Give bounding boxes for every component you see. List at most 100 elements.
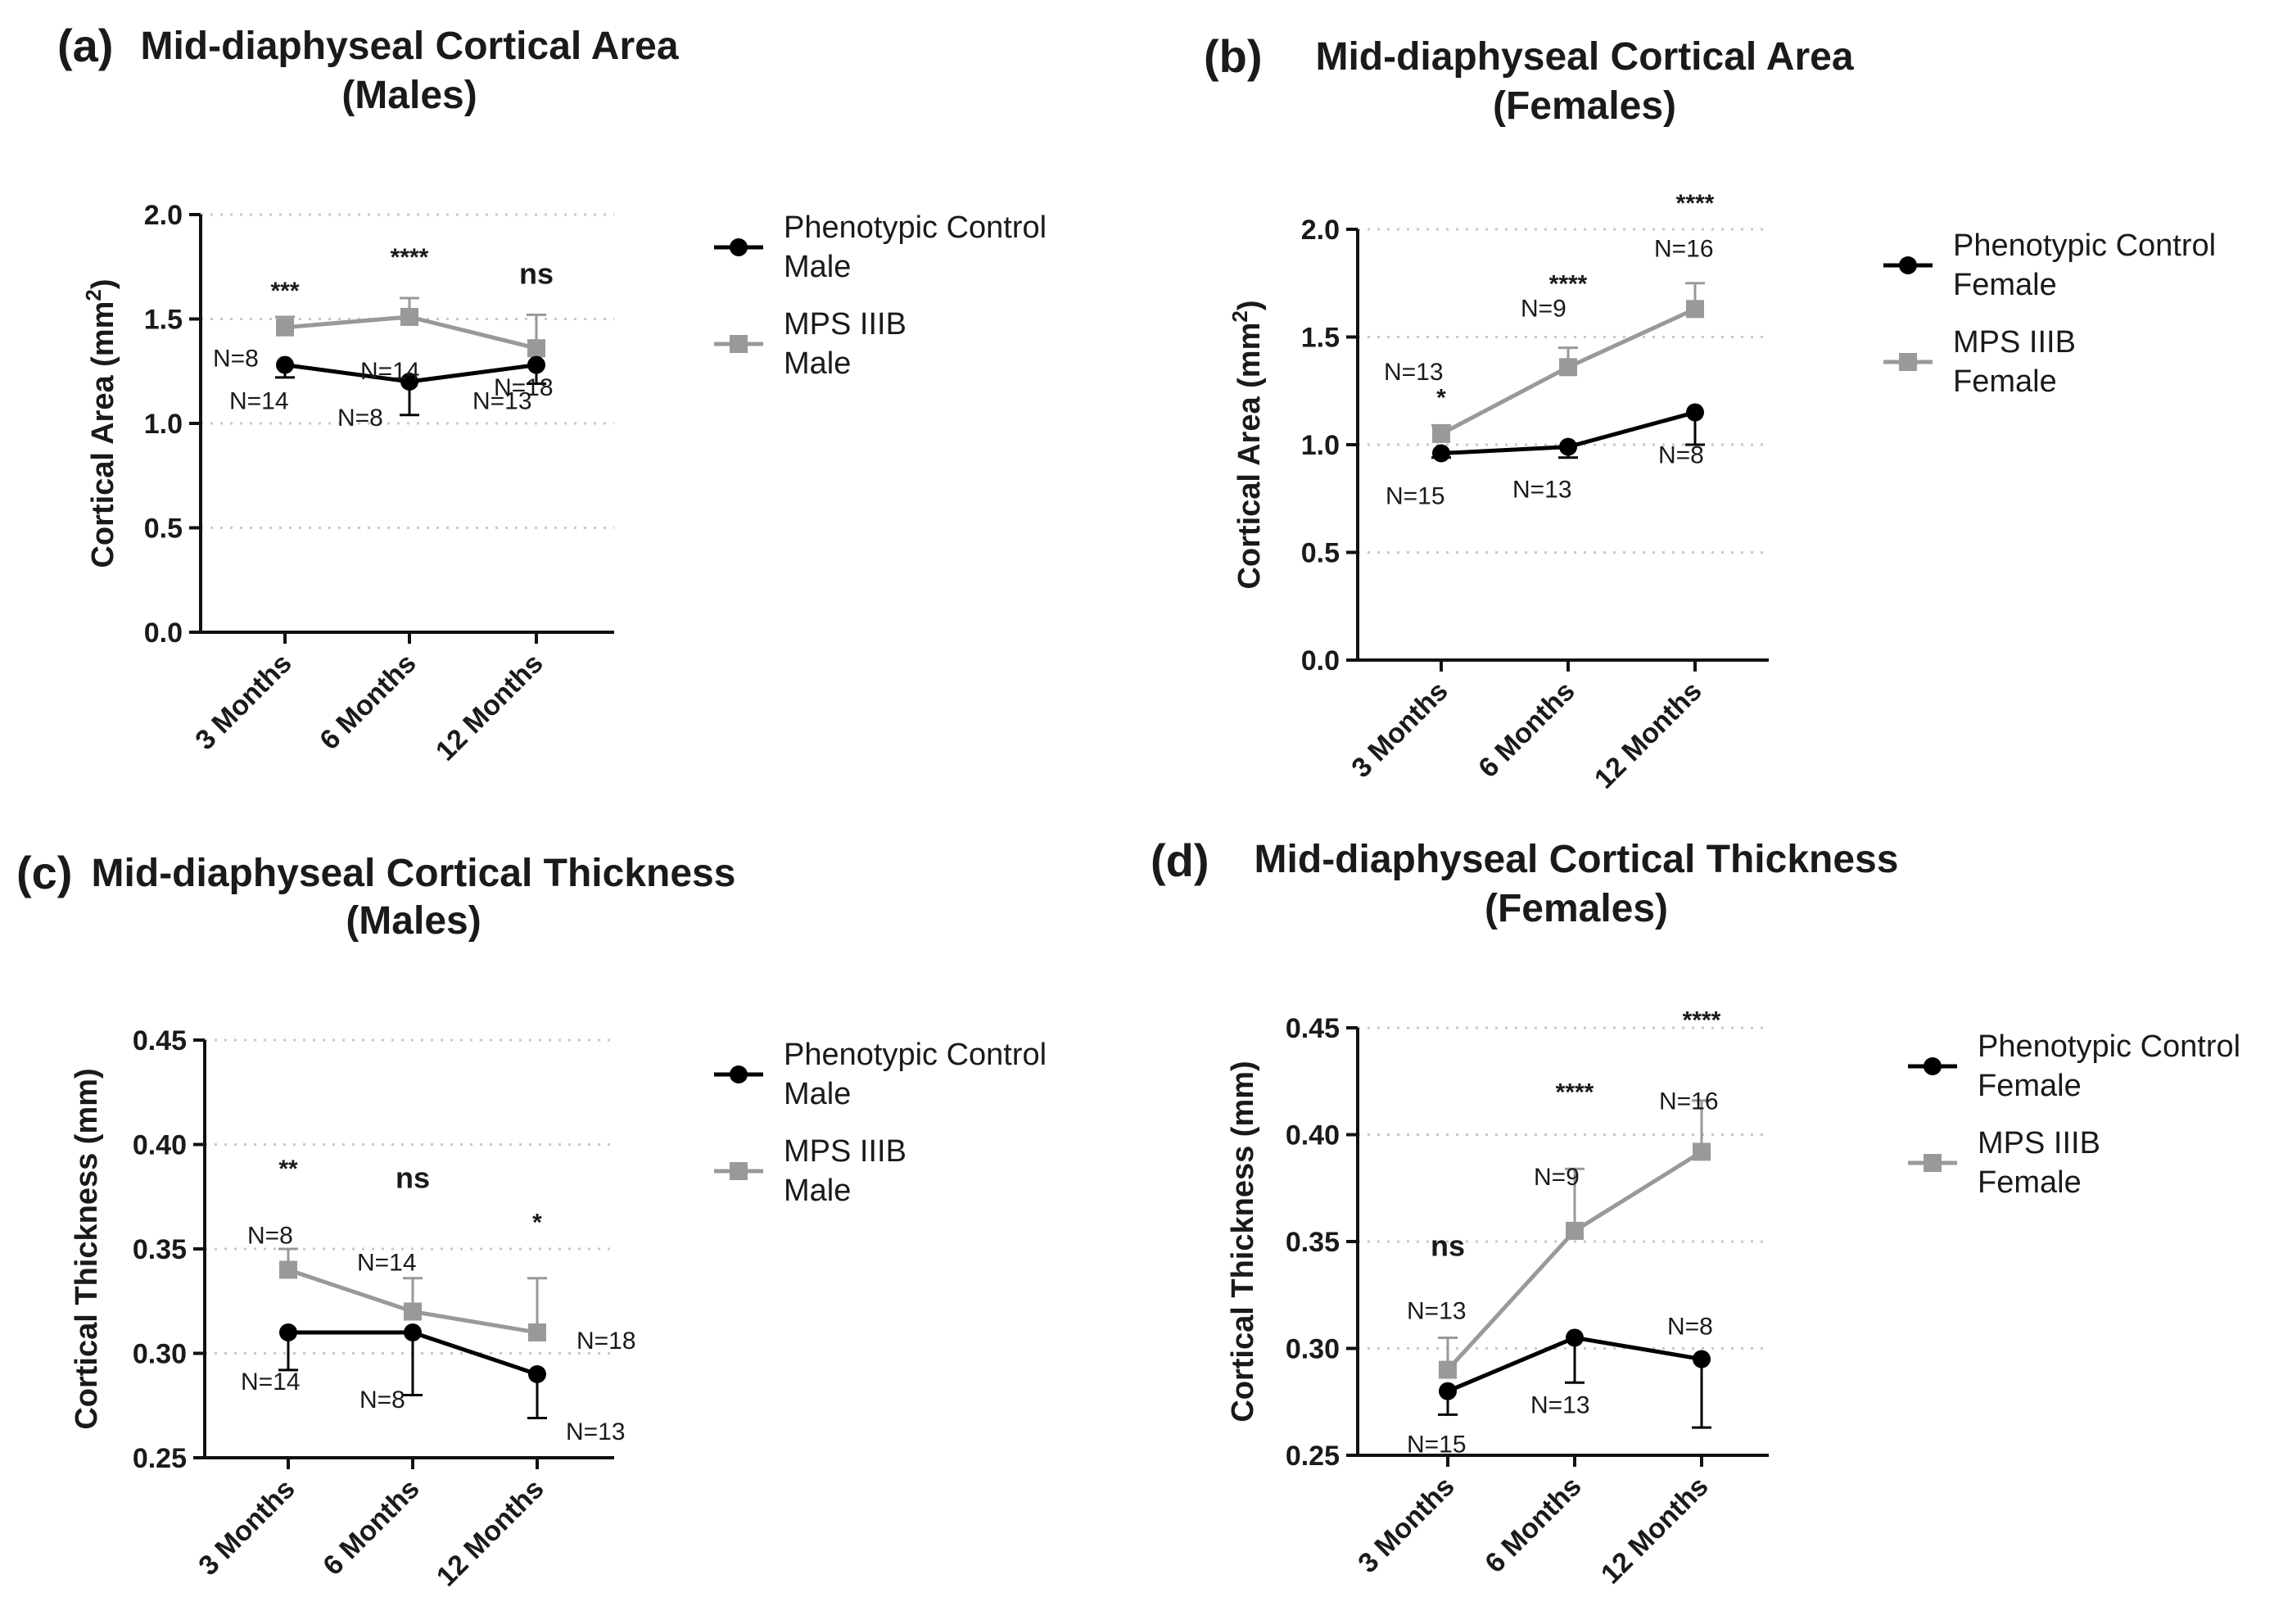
data-point [1432, 424, 1450, 443]
n-annotation: N=9 [1534, 1164, 1580, 1191]
n-annotation: N=13 [1512, 477, 1572, 504]
data-point [404, 1323, 422, 1341]
y-axis-label: Cortical Thickness (mm) [70, 1068, 104, 1429]
x-category-label: 3 Months [1352, 1471, 1460, 1579]
data-point [1566, 1221, 1584, 1240]
legend-label: Phenotypic Control [784, 1038, 1047, 1072]
y-tick-label: 0.40 [133, 1130, 187, 1161]
significance-marker: **** [391, 244, 429, 271]
y-tick-label: 0.0 [1301, 645, 1340, 676]
data-point [400, 307, 418, 326]
data-point [528, 1323, 546, 1341]
significance-marker: ns [519, 256, 554, 290]
data-point [404, 1302, 422, 1321]
y-tick-label: 0.35 [133, 1234, 187, 1265]
n-annotation: N=13 [566, 1418, 626, 1445]
data-point [527, 355, 545, 374]
panel-label: (a) [57, 20, 113, 71]
legend-label: Female [1978, 1069, 2082, 1103]
n-annotation: N=16 [1659, 1088, 1719, 1115]
y-tick-label: 0.5 [144, 513, 183, 545]
data-point [528, 1365, 546, 1383]
x-category-label: 3 Months [189, 648, 297, 756]
legend-marker [730, 238, 748, 256]
data-point [1439, 1360, 1457, 1379]
x-category-label: 3 Months [1345, 676, 1453, 784]
y-tick-label: 0.45 [1286, 1013, 1340, 1044]
chart-panel-4: (d) Mid-diaphyseal Cortical Thickness (Fem… [1151, 835, 2240, 1590]
legend-marker [1899, 256, 1917, 274]
y-axis-label: Cortical Area (mm2) [1227, 300, 1267, 589]
n-annotation: N=18 [576, 1328, 636, 1355]
x-category-label: 12 Months [431, 1473, 550, 1593]
n-annotation: N=8 [247, 1223, 293, 1250]
legend-label: Phenotypic Control [784, 210, 1047, 245]
legend-marker [730, 335, 748, 353]
n-annotation: N=13 [1407, 1298, 1467, 1325]
y-tick-label: 0.25 [133, 1443, 187, 1474]
y-tick-label: 1.0 [1301, 430, 1340, 461]
n-annotation: N=8 [337, 405, 383, 432]
data-point [1559, 358, 1577, 377]
significance-marker: * [532, 1210, 542, 1237]
n-annotation: N=14 [229, 388, 289, 415]
n-annotation: N=13 [1384, 359, 1444, 386]
legend-marker [1924, 1057, 1942, 1075]
data-point [1693, 1350, 1711, 1368]
legend-marker [730, 1065, 748, 1083]
significance-marker: **** [1556, 1079, 1594, 1106]
data-point [276, 318, 294, 337]
n-annotation: N=14 [357, 1250, 417, 1277]
n-annotation: N=14 [360, 358, 420, 385]
legend-label: Female [1953, 364, 2057, 399]
y-tick-label: 0.0 [144, 617, 183, 649]
n-annotation: N=16 [1654, 235, 1714, 262]
y-tick-label: 1.0 [144, 409, 183, 440]
n-annotation: N=13 [472, 388, 532, 415]
n-annotation: N=15 [1386, 483, 1445, 510]
chart-title-line: Mid-diaphyseal Cortical Area [140, 25, 678, 68]
data-point [1566, 1328, 1584, 1347]
n-annotation: N=8 [1658, 442, 1704, 469]
data-point [279, 1260, 297, 1279]
legend-label: Female [1978, 1165, 2082, 1200]
legend-label: Male [784, 346, 851, 381]
significance-marker: **** [1683, 1007, 1721, 1034]
chart-panel-2: (b) Mid-diaphyseal Cortical Area (Females)… [1204, 30, 2216, 795]
significance-marker: **** [1549, 271, 1588, 298]
legend-label: Female [1953, 268, 2057, 302]
legend-label: MPS IIIB [1978, 1126, 2100, 1160]
legend-label: MPS IIIB [784, 307, 906, 342]
n-annotation: N=14 [241, 1368, 301, 1396]
y-tick-label: 0.30 [133, 1339, 187, 1370]
x-category-label: 12 Months [1589, 676, 1708, 795]
chart-title-line: (Males) [341, 74, 477, 117]
y-tick-label: 0.30 [1286, 1334, 1340, 1365]
data-point [279, 1323, 297, 1341]
x-category-label: 12 Months [430, 648, 549, 767]
x-category-label: 6 Months [1472, 676, 1580, 784]
n-annotation: N=13 [1530, 1391, 1590, 1418]
panel-label: (b) [1204, 30, 1263, 82]
chart-title-line: Mid-diaphyseal Cortical Area [1315, 35, 1853, 79]
data-point [1432, 444, 1450, 463]
significance-marker: * [1436, 384, 1446, 411]
significance-marker: ns [1431, 1228, 1465, 1262]
data-point [1559, 437, 1577, 456]
x-category-label: 6 Months [1479, 1471, 1587, 1579]
significance-marker: **** [1676, 190, 1715, 217]
data-point [1686, 300, 1704, 319]
chart-title-line: Mid-diaphyseal Cortical Thickness [92, 852, 736, 895]
y-tick-label: 2.0 [144, 200, 183, 231]
x-category-label: 6 Months [317, 1473, 425, 1581]
x-category-label: 12 Months [1595, 1471, 1715, 1590]
y-tick-label: 1.5 [1301, 323, 1340, 354]
legend-label: Phenotypic Control [1953, 228, 2216, 263]
data-point [1439, 1382, 1457, 1400]
x-category-label: 3 Months [192, 1473, 301, 1581]
panel-label: (c) [16, 847, 72, 898]
data-point [527, 339, 545, 358]
legend-label: Phenotypic Control [1978, 1029, 2240, 1064]
legend-marker [730, 1162, 748, 1180]
